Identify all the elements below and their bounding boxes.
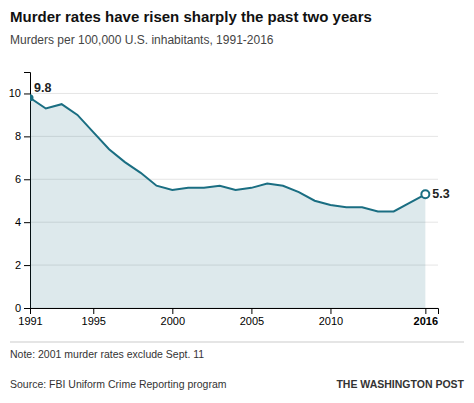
separator	[10, 342, 464, 343]
line	[30, 98, 425, 212]
annotation: 9.8	[34, 81, 51, 95]
x-tick-label: 1991	[18, 315, 42, 327]
first-point	[30, 94, 34, 101]
subtitle: Murders per 100,000 U.S. inhabitants, 19…	[10, 33, 274, 47]
source: Source: FBI Uniform Crime Reporting prog…	[10, 378, 227, 390]
x-tick-mark	[172, 308, 173, 314]
x-tick-label: 2016	[414, 315, 438, 327]
x-tick: 2010	[319, 308, 343, 327]
source-right: THE WASHINGTON POST	[336, 378, 464, 390]
y-axis: 0 2 4 6 8 10	[9, 73, 31, 315]
x-tick: 2005	[240, 308, 264, 327]
x-tick-mark	[330, 308, 331, 314]
grid-line	[30, 93, 438, 94]
x-tick: 1991	[18, 308, 42, 327]
y-tick-mark	[24, 265, 30, 266]
y-tick: 4	[15, 216, 30, 228]
y-tick-label: 8	[15, 130, 21, 142]
x-tick-mark	[425, 308, 426, 314]
y-axis-line	[24, 73, 31, 309]
note: Note: 2001 murder rates exclude Sept. 11	[10, 348, 204, 360]
grid	[30, 93, 438, 308]
x-tick: 2016	[414, 308, 438, 327]
y-tick: 2	[15, 259, 30, 271]
y-tick-mark	[24, 308, 30, 309]
y-tick: 10	[9, 87, 30, 99]
x-axis-line	[31, 309, 439, 315]
area	[30, 98, 425, 308]
x-tick-label: 1995	[82, 315, 106, 327]
y-tick-label: 6	[15, 173, 21, 185]
last-point	[421, 190, 429, 198]
y-tick-label: 4	[15, 216, 21, 228]
x-tick: 2000	[161, 308, 185, 327]
y-tick-mark	[24, 93, 30, 94]
y-tick: 8	[15, 130, 30, 142]
x-tick-label: 2010	[319, 315, 343, 327]
y-tick: 0	[15, 302, 30, 314]
y-tick-label: 0	[15, 302, 21, 314]
x-tick-mark	[93, 308, 94, 314]
y-tick-mark	[24, 179, 30, 180]
annotations: 9.8 5.3	[34, 81, 450, 201]
y-tick-mark	[24, 222, 30, 223]
x-axis: 1991 1995 2000 2005 2010 2016	[18, 308, 438, 327]
y-tick: 6	[15, 173, 30, 185]
plot	[30, 94, 429, 308]
y-tick-label: 2	[15, 259, 21, 271]
x-tick-label: 2000	[161, 315, 185, 327]
annotation: 5.3	[432, 187, 449, 201]
x-tick-label: 2005	[240, 315, 264, 327]
x-tick-mark	[251, 308, 252, 314]
y-tick-mark	[24, 136, 30, 137]
x-tick: 1995	[82, 308, 106, 327]
chart: Murder rates have risen sharply the past…	[0, 0, 474, 403]
title: Murder rates have risen sharply the past…	[10, 8, 372, 25]
y-tick-label: 10	[9, 87, 21, 99]
